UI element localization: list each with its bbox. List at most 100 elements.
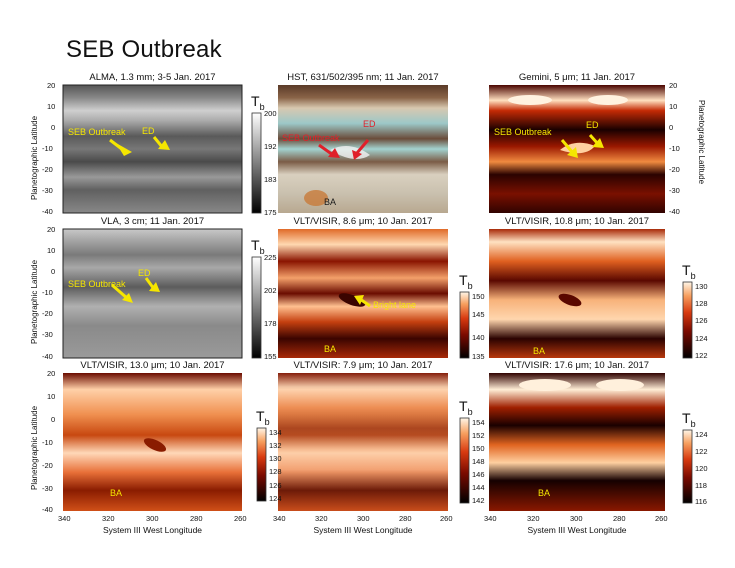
colorbar-tick: 202 [264, 286, 277, 295]
colorbar-tick: 126 [269, 481, 282, 490]
colorbar-tick: 128 [695, 299, 708, 308]
y-axis-label: Planetographic Latitude [30, 259, 39, 344]
annotation-ed: ED [586, 120, 599, 130]
lon-tick: 340 [273, 514, 286, 523]
tb-label: Tb [459, 398, 473, 417]
colorbar-tick: 145 [472, 310, 485, 319]
colorbar-tick: 154 [472, 418, 485, 427]
y-axis-label: Planetographic Latitude [30, 115, 39, 200]
colorbar-visir108 [682, 281, 693, 359]
annotation-seb-outbreak: SEB Outbreak [68, 279, 126, 289]
colorbar-tick: 130 [695, 282, 708, 291]
colorbar-tick: 192 [264, 142, 277, 151]
lat-tick: -20 [42, 461, 53, 470]
panel-title-visir79: VLT/VISIR: 7.9 μm; 10 Jan. 2017 [293, 360, 433, 371]
colorbar-tick: 116 [695, 497, 707, 506]
lat-tick: -30 [42, 186, 53, 195]
lat-tick: -30 [669, 186, 680, 195]
annotation-ba: BA [533, 346, 546, 356]
colorbar-vla [251, 256, 262, 359]
lat-tick: 10 [669, 102, 678, 111]
lon-tick: 300 [570, 514, 583, 523]
panel-title-visir86: VLT/VISIR, 8.6 μm; 10 Jan. 2017 [293, 216, 433, 227]
lat-tick: 10 [47, 246, 56, 255]
lon-tick: 280 [190, 514, 203, 523]
panel-title-visir130: VLT/VISIR, 13.0 μm; 10 Jan. 2017 [80, 360, 225, 371]
panel-title-gemini: Gemini, 5 μm; 11 Jan. 2017 [518, 72, 636, 83]
lat-tick: -20 [669, 165, 680, 174]
lat-tick: 20 [47, 369, 56, 378]
lat-tick: -10 [42, 144, 53, 153]
lat-tick: 10 [47, 102, 56, 111]
colorbar-tick: 178 [264, 319, 277, 328]
lat-tick: 0 [51, 123, 56, 132]
colorbar-tick: 148 [472, 457, 485, 466]
colorbar-tick: 132 [269, 441, 282, 450]
annotation-seb-outbreak: SEB Outbreak [68, 127, 126, 137]
annotation-seb-outbreak: SEB Outbreak [494, 127, 552, 137]
lat-tick: -30 [42, 330, 53, 339]
panel-vla-image [62, 228, 243, 359]
panel-alma-image [62, 84, 243, 214]
colorbar-visir86 [459, 291, 470, 359]
colorbar-tick: 144 [472, 483, 485, 492]
colorbar-tick: 155 [264, 352, 277, 361]
tb-label: Tb [256, 408, 270, 427]
lat-tick: -10 [42, 438, 53, 447]
colorbar-tick: 200 [264, 109, 277, 118]
panel-visir176-image [489, 373, 665, 511]
colorbar-tick: 124 [695, 334, 708, 343]
lon-tick: 300 [357, 514, 370, 523]
tb-label: Tb [682, 262, 696, 281]
colorbar-visir79 [459, 417, 470, 504]
colorbar-tick: 183 [264, 175, 277, 184]
panel-visir108-image [489, 229, 665, 358]
colorbar-tick: 142 [472, 496, 485, 505]
tb-label: Tb [682, 410, 696, 429]
colorbar-tick: 118 [695, 481, 707, 490]
lat-tick: -10 [669, 144, 680, 153]
colorbar-tick: 124 [695, 430, 708, 439]
colorbar-visir176 [682, 429, 693, 504]
lat-tick: -20 [42, 165, 53, 174]
lat-tick: -40 [42, 207, 53, 216]
lat-tick: 20 [669, 81, 678, 90]
lon-tick: 320 [527, 514, 540, 523]
annotation-ba: BA [324, 197, 337, 207]
colorbar-tick: 140 [472, 333, 485, 342]
x-axis-label: System III West Longitude [313, 525, 413, 535]
lat-tick: -20 [42, 309, 53, 318]
annotation-ba: BA [110, 488, 123, 498]
tb-label: Tb [251, 93, 265, 112]
y-axis-label-right: Planetographic Latitude [697, 100, 706, 185]
lon-tick: 340 [484, 514, 497, 523]
colorbar-visir130 [256, 427, 267, 502]
lat-tick: -10 [42, 288, 53, 297]
lat-tick: 20 [47, 81, 56, 90]
colorbar-tick: 135 [472, 352, 485, 361]
colorbar-tick: 130 [269, 454, 282, 463]
panel-title-alma: ALMA, 1.3 mm; 3-5 Jan. 2017 [89, 72, 216, 83]
colorbar-tick: 175 [264, 208, 277, 217]
colorbar-tick: 225 [264, 253, 277, 262]
x-axis-label: System III West Longitude [527, 525, 627, 535]
lon-tick: 280 [613, 514, 626, 523]
colorbar-alma [251, 112, 262, 214]
lat-tick: 0 [669, 123, 674, 132]
colorbar-tick: 126 [695, 316, 708, 325]
panel-hst-image [278, 85, 448, 213]
annotation-ed: ED [138, 268, 151, 278]
colorbar-tick: 134 [269, 428, 282, 437]
tb-label: Tb [459, 272, 473, 291]
annotation-ba: BA [538, 488, 551, 498]
annotation-ba: BA [324, 344, 337, 354]
lat-tick: 0 [51, 415, 56, 424]
lat-tick: -40 [42, 352, 53, 361]
lon-tick: 320 [315, 514, 328, 523]
tb-label: Tb [251, 237, 265, 256]
lon-tick: 320 [102, 514, 115, 523]
colorbar-tick: 120 [695, 464, 708, 473]
lat-tick: -30 [42, 484, 53, 493]
lat-tick: -40 [669, 207, 680, 216]
